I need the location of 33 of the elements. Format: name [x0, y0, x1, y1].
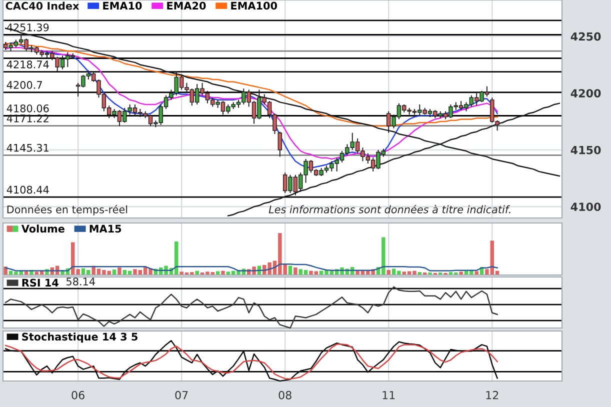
ref-line-label: 4200.7 [6, 81, 42, 89]
bar [294, 267, 298, 275]
x-tick-label: 07 [175, 390, 188, 400]
candlestick [278, 131, 282, 158]
legend-label: Stochastique 14 3 5 [22, 332, 138, 343]
ref-line-label: 4108.44 [6, 186, 49, 194]
x-tick-label: 12 [486, 390, 498, 400]
annotation: Données en temps-réel [7, 204, 128, 216]
x-tick-label: 11 [382, 391, 395, 400]
legend-label: RSI 14 [22, 278, 58, 287]
ref-line-label: 4145.31 [6, 144, 48, 152]
annotation: Les informations sont données à titre indicatif. [268, 204, 510, 214]
x-tick-label: 08 [278, 390, 292, 400]
x-tick-label: 06 [72, 390, 84, 400]
y-tick-label: 4150 [570, 146, 601, 154]
legend-label: EMA100 [231, 2, 277, 10]
legend-label: Volume [21, 224, 64, 233]
legend-label: MA15 [90, 224, 122, 233]
bar [118, 267, 122, 275]
y-tick-label: 4250 [570, 32, 601, 41]
legend-label: EMA20 [167, 2, 206, 10]
bar [4, 266, 8, 275]
bar [386, 270, 390, 275]
bar [474, 271, 478, 275]
ref-line-label: 4180.06 [6, 104, 49, 112]
legend-label: EMA10 [103, 2, 142, 10]
bar [459, 272, 463, 275]
y-tick-label: 4100 [570, 202, 601, 212]
y-tick-label: 4200 [570, 89, 601, 98]
ref-line-label: 4218.74 [6, 60, 49, 68]
text: 58.14 [66, 278, 95, 286]
chart-title: CAC40 Index [6, 2, 80, 10]
ref-line-label: 4171.22 [6, 114, 48, 122]
